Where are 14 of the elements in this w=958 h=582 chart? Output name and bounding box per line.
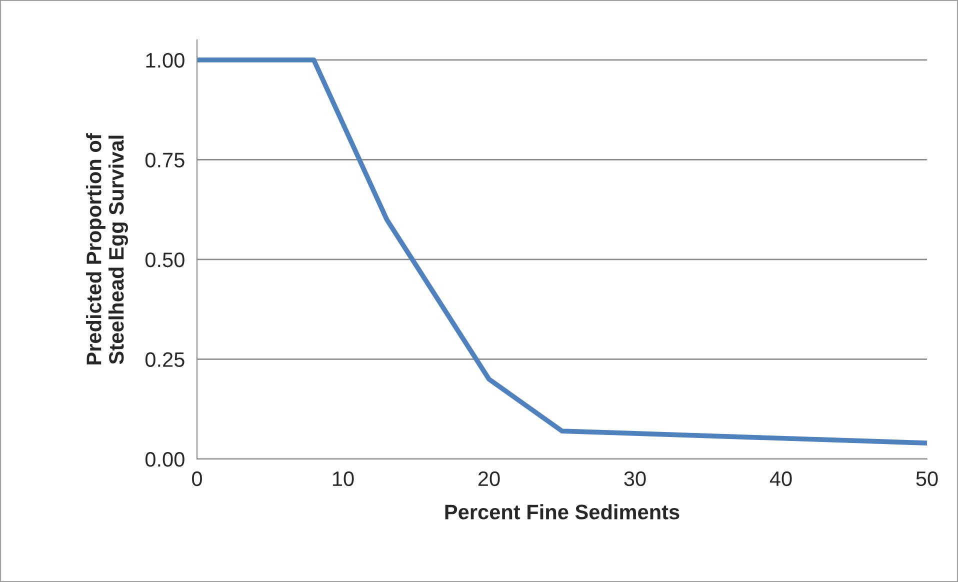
- y-tick-label: 0.75: [145, 152, 184, 168]
- y-tick-label: 1.00: [146, 52, 184, 68]
- line-series: [197, 58, 927, 446]
- x-tick-label: 30: [624, 471, 646, 486]
- x-axis-title: Percent Fine Sediments: [445, 504, 680, 520]
- x-tick-label: 0: [192, 471, 202, 486]
- y-tick-label: 0.50: [145, 252, 184, 268]
- y-tick-label: 0.00: [145, 452, 184, 467]
- x-tick-label: 40: [770, 471, 792, 486]
- y-tick-label: 0.25: [145, 352, 184, 367]
- x-tick-label: 50: [916, 471, 938, 486]
- x-tick-label: 10: [333, 471, 354, 486]
- x-tick-label: 20: [478, 471, 500, 486]
- y-axis-title: Predicted Proportion of Steelhead Egg Survival: [86, 133, 128, 364]
